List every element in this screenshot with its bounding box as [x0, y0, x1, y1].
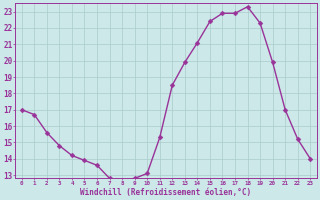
X-axis label: Windchill (Refroidissement éolien,°C): Windchill (Refroidissement éolien,°C)	[80, 188, 252, 197]
